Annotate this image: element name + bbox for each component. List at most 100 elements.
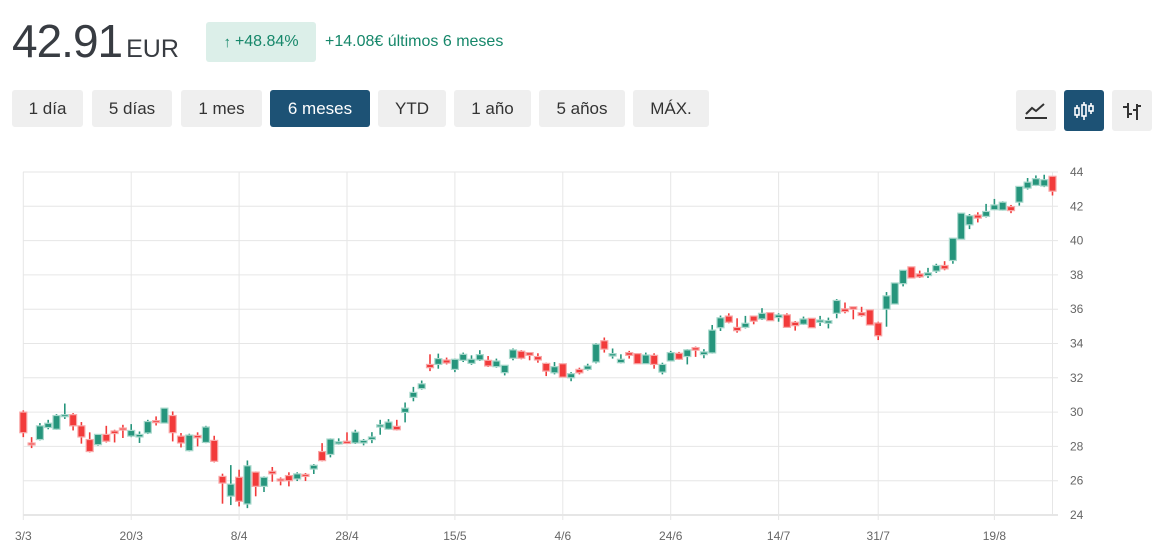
- range-1-day-button[interactable]: 1 día: [12, 90, 83, 127]
- line-chart-button[interactable]: [1016, 90, 1056, 131]
- y-tick-label: 32: [1070, 371, 1084, 385]
- candle-body: [625, 351, 634, 356]
- price-value: 42.91: [12, 15, 123, 67]
- candle-up: [185, 433, 194, 452]
- candle-down: [284, 472, 293, 487]
- candle-body: [417, 383, 426, 390]
- candle-up: [832, 299, 841, 319]
- candle-down: [940, 261, 949, 271]
- y-tick-label: 26: [1070, 474, 1084, 488]
- candlestick-chart-button[interactable]: [1064, 90, 1104, 131]
- y-tick-label: 38: [1070, 268, 1084, 282]
- candle-down: [732, 318, 742, 333]
- candle-body: [1006, 206, 1016, 212]
- candle-body: [268, 470, 277, 475]
- candle-up: [815, 315, 825, 327]
- candle-up: [757, 308, 767, 321]
- candle-body: [434, 357, 443, 366]
- candle-down: [749, 315, 758, 325]
- range-5-years-button[interactable]: 5 años: [539, 90, 625, 127]
- candle-down: [575, 367, 584, 375]
- y-tick-label: 36: [1070, 302, 1084, 316]
- candle-down: [110, 429, 119, 443]
- candle-body: [658, 363, 667, 373]
- candle-body: [68, 414, 78, 427]
- candle-body: [575, 368, 584, 374]
- candle-body: [218, 475, 227, 484]
- candle-up: [450, 358, 459, 373]
- candle-down: [442, 357, 451, 365]
- candle-body: [724, 315, 733, 323]
- candle-up: [60, 403, 69, 419]
- candle-body: [882, 295, 891, 310]
- change-percent-badge: ↑ +48.84%: [206, 22, 316, 62]
- x-tick-label: 19/8: [983, 529, 1007, 543]
- candle-down: [517, 350, 526, 360]
- candle-up: [591, 343, 601, 364]
- candle-up: [898, 269, 908, 287]
- candle-body: [1040, 179, 1049, 187]
- candle-body: [152, 420, 161, 424]
- candle-down: [907, 266, 916, 279]
- candle-body: [898, 269, 908, 285]
- x-tick-label: 28/4: [335, 529, 359, 543]
- range-1-month-button[interactable]: 1 mes: [181, 90, 262, 127]
- candle-body: [508, 349, 518, 359]
- candle-body: [85, 438, 94, 453]
- candle-body: [284, 474, 293, 482]
- range-1-year-button[interactable]: 1 año: [454, 90, 531, 127]
- candle-body: [708, 329, 717, 354]
- range-ytd-button[interactable]: YTD: [378, 90, 446, 127]
- candle-down: [849, 306, 858, 320]
- candle-body: [384, 421, 393, 430]
- candle-down: [68, 413, 78, 431]
- candle-body: [102, 433, 111, 442]
- range-6-months-button[interactable]: 6 meses: [270, 90, 370, 127]
- candle-down: [301, 472, 310, 482]
- candle-down: [102, 425, 111, 443]
- range-max-button[interactable]: MÁX.: [633, 90, 709, 127]
- candle-up: [608, 348, 617, 359]
- candle-down: [193, 432, 202, 447]
- candle-down: [973, 212, 982, 223]
- candle-up: [641, 352, 650, 365]
- candle-up: [93, 433, 103, 446]
- candle-up: [401, 402, 410, 423]
- candle-up: [500, 364, 509, 376]
- candle-body: [907, 266, 916, 279]
- candle-down: [766, 312, 775, 322]
- candle-up: [981, 203, 991, 218]
- candle-body: [118, 427, 128, 431]
- candle-down: [649, 353, 659, 369]
- candle-up: [384, 419, 393, 430]
- change-percent: +48.84%: [234, 33, 299, 50]
- candle-body: [19, 411, 28, 434]
- candle-body: [492, 360, 501, 368]
- candle-down: [392, 419, 401, 431]
- candle-body: [293, 473, 302, 480]
- candle-body: [799, 318, 808, 325]
- ohlc-chart-button[interactable]: [1112, 90, 1152, 131]
- candle-up: [367, 432, 376, 444]
- range-5-days-button[interactable]: 5 días: [92, 90, 172, 127]
- candle-up: [160, 407, 169, 424]
- candle-down: [600, 337, 609, 353]
- candle-body: [865, 309, 875, 326]
- candle-body: [649, 354, 659, 366]
- candle-body: [77, 425, 86, 438]
- candle-body: [210, 439, 219, 462]
- y-tick-label: 28: [1070, 439, 1084, 453]
- candle-down: [633, 353, 642, 365]
- x-tick-label: 8/4: [231, 529, 248, 543]
- candle-up: [708, 324, 717, 354]
- candle-body: [60, 414, 69, 418]
- candle-body: [243, 465, 252, 505]
- candle-up: [741, 315, 750, 329]
- candle-body: [990, 204, 999, 211]
- candle-body: [1048, 175, 1057, 192]
- candle-up: [1023, 178, 1032, 190]
- candle-body: [475, 354, 484, 361]
- candle-body: [467, 358, 476, 364]
- candle-down: [77, 422, 86, 444]
- candle-down: [268, 466, 277, 482]
